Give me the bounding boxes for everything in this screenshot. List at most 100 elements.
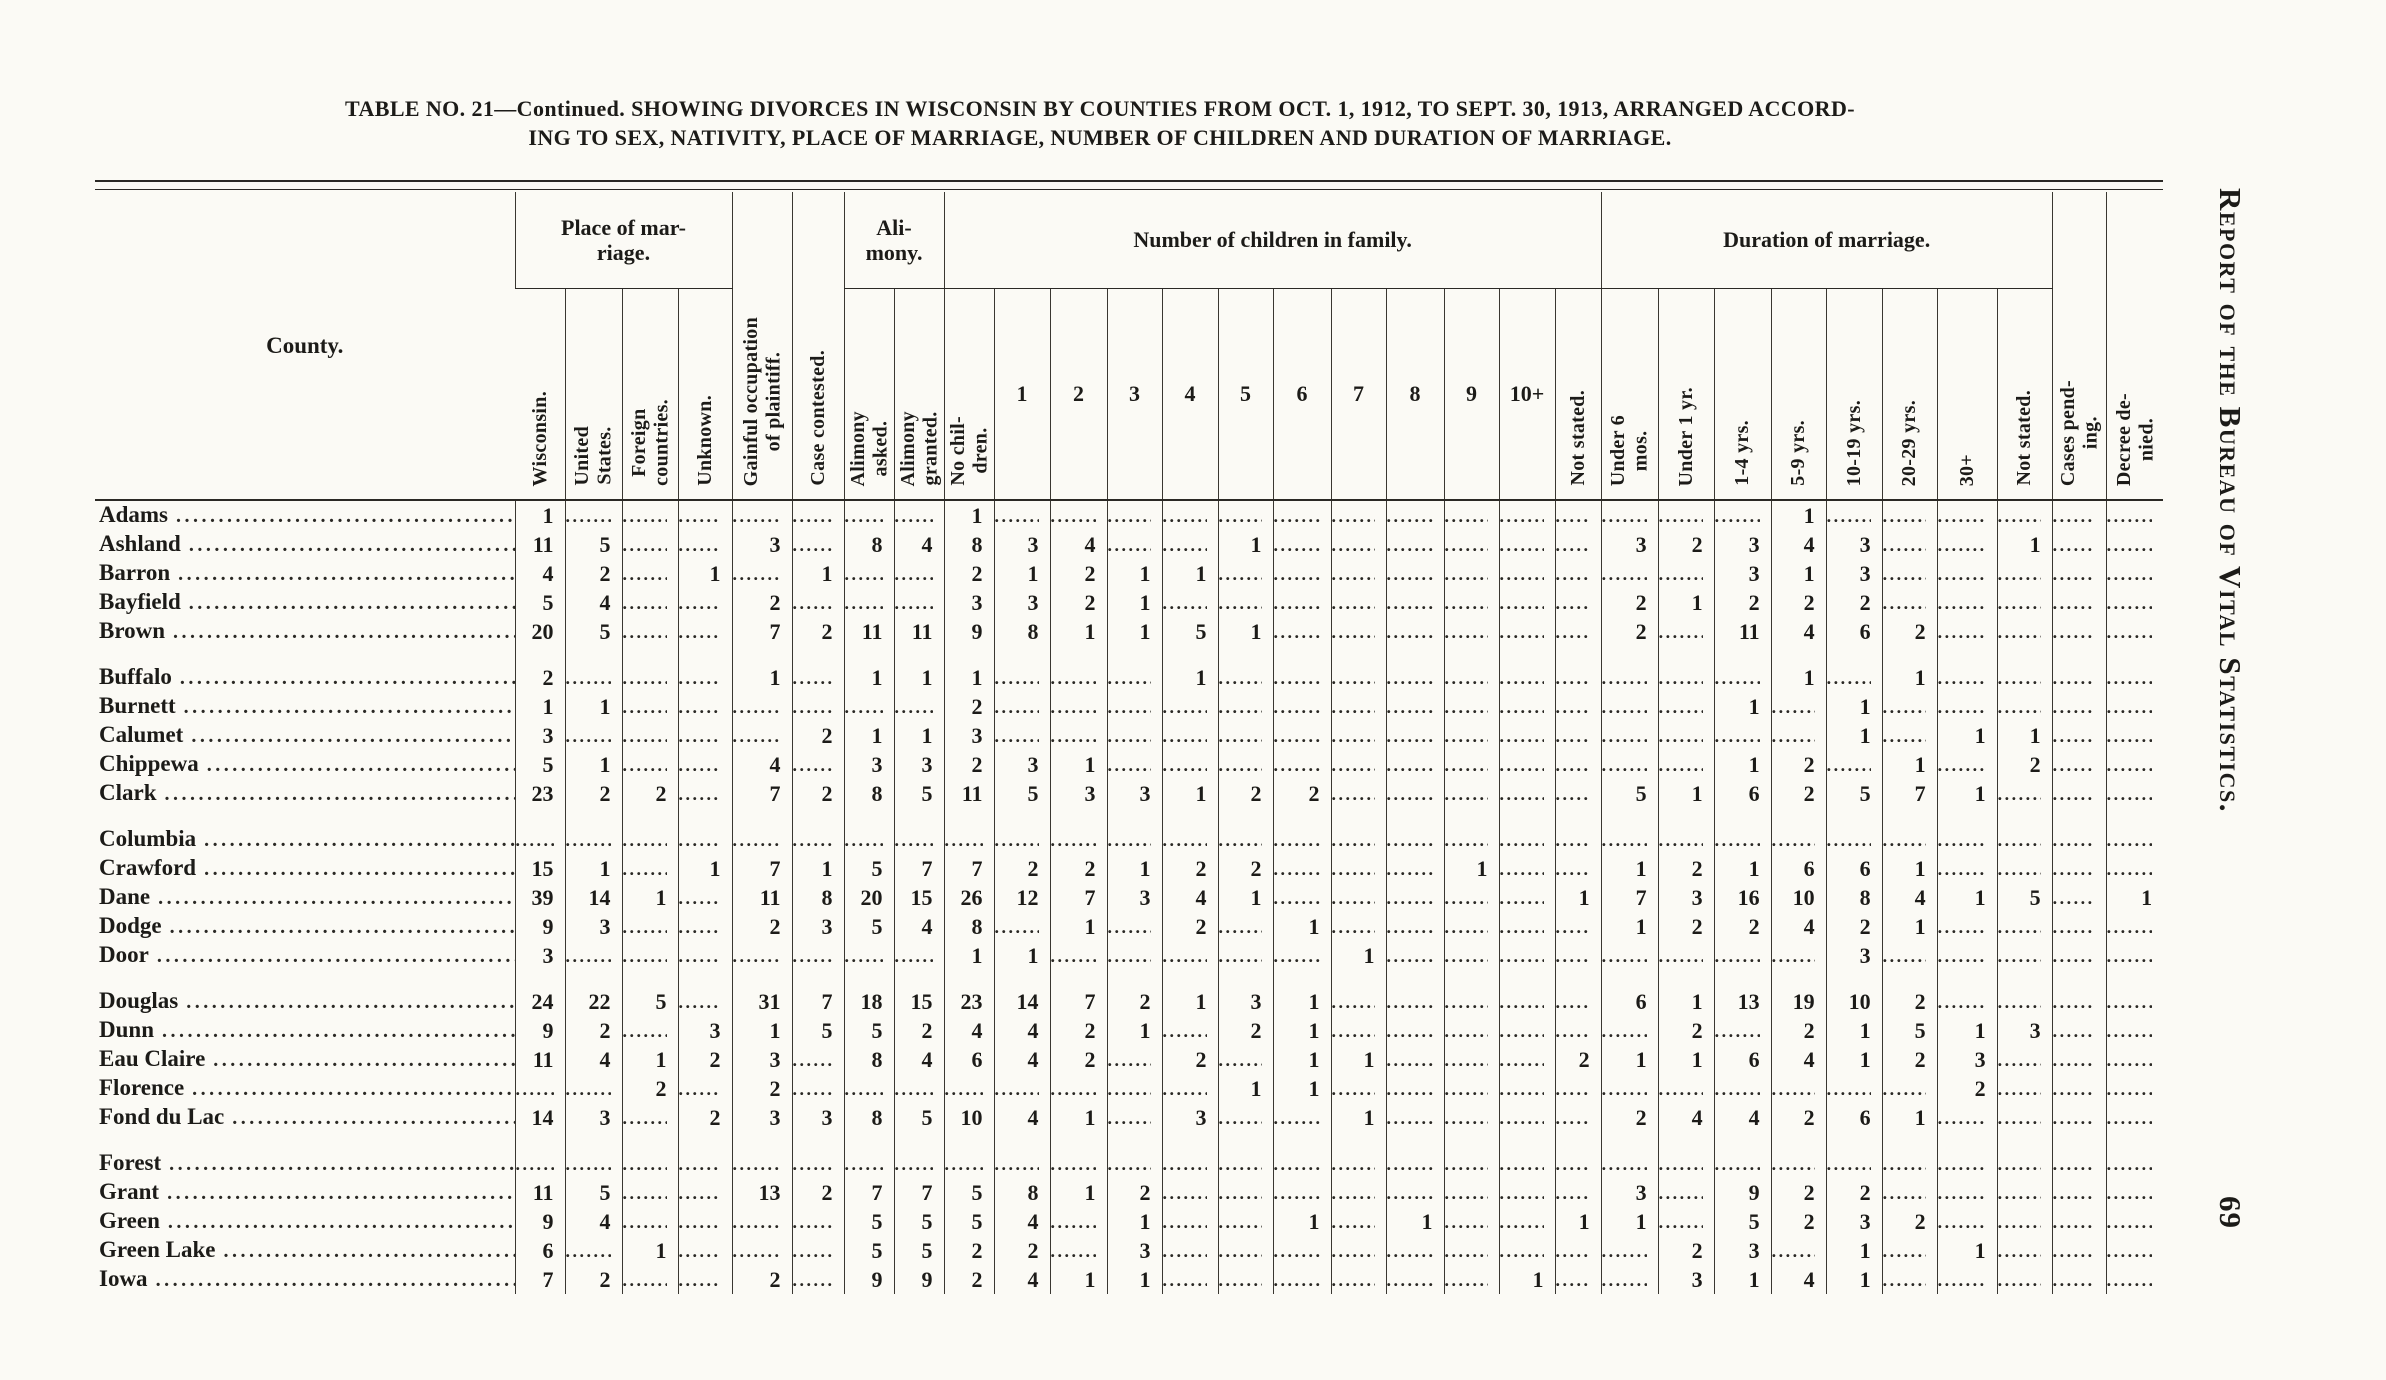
- value-cell-y10_19: [1825, 1132, 1883, 1178]
- value-cell-gainful: [731, 808, 793, 854]
- county-name: Door: [99, 942, 149, 967]
- empty-cell-dots: [1772, 692, 1815, 721]
- value-cell-c1: 4: [993, 1103, 1051, 1132]
- empty-cell-dots: [566, 825, 611, 854]
- table-row: Crawford151171577221221121661: [95, 854, 2164, 883]
- table-row: Fond du Lac14323385104131244261: [95, 1103, 2164, 1132]
- value-cell-y20_29: 2: [1881, 617, 1938, 646]
- empty-cell-dots: [679, 750, 721, 779]
- value-cell-dur_ns: [1996, 500, 2053, 530]
- value-cell-contested: [791, 808, 845, 854]
- value-cell-alim_granted: [893, 941, 945, 970]
- empty-cell-dots: [1556, 912, 1590, 941]
- value-cell-c3: [1106, 530, 1163, 559]
- empty-cell-dots: [733, 1207, 781, 1236]
- value-cell-ch_none: 2: [943, 1236, 995, 1265]
- value-cell-c5: [1217, 500, 1274, 530]
- value-cell-unknown: [677, 692, 733, 721]
- dotted-leader: [184, 692, 515, 721]
- value-cell-ch_none: 2: [943, 750, 995, 779]
- empty-cell-dots: [1163, 501, 1207, 530]
- value-cell-gainful: [731, 500, 793, 530]
- value-cell-contested: 3: [791, 912, 845, 941]
- value-cell-c5: [1217, 941, 1274, 970]
- county-name-cell: Forest: [95, 1132, 515, 1178]
- value-cell-c7: [1330, 617, 1387, 646]
- value-cell-c7: 1: [1330, 941, 1387, 970]
- value-cell-c2: 1: [1049, 1103, 1108, 1132]
- value-cell-alim_granted: 3: [893, 750, 945, 779]
- col-header-united-states: United States.: [564, 288, 622, 500]
- col-header-duration-not-stated: Not stated.: [1996, 288, 2053, 500]
- value-cell-contested: 3: [791, 1103, 845, 1132]
- value-cell-alim_granted: 1: [893, 646, 945, 692]
- empty-cell-dots: [1556, 941, 1590, 970]
- value-cell-c6: [1272, 1132, 1332, 1178]
- value-cell-ch_none: [943, 808, 995, 854]
- empty-cell-dots: [1938, 1149, 1986, 1178]
- empty-cell-dots: [2053, 1178, 2095, 1207]
- value-cell-c1: [993, 646, 1051, 692]
- empty-cell-dots: [1332, 692, 1375, 721]
- empty-cell-dots: [1602, 825, 1647, 854]
- value-cell-u6: [1600, 1236, 1659, 1265]
- value-cell-c1: 4: [993, 1207, 1051, 1236]
- empty-cell-dots: [1108, 530, 1151, 559]
- empty-cell-dots: [2107, 987, 2152, 1016]
- empty-cell-dots: [623, 588, 667, 617]
- value-cell-denied: [2105, 1236, 2164, 1265]
- empty-cell-dots: [793, 1074, 833, 1103]
- value-cell-y5_9: [1770, 1132, 1827, 1178]
- value-cell-c5: [1217, 692, 1274, 721]
- empty-cell-dots: [1772, 721, 1815, 750]
- value-cell-y10_19: [1825, 646, 1883, 692]
- empty-cell-dots: [1163, 1265, 1207, 1294]
- empty-cell-dots: [1219, 825, 1262, 854]
- value-cell-wis: 7: [514, 1265, 565, 1294]
- empty-cell-dots: [1219, 588, 1262, 617]
- empty-cell-dots: [1602, 1149, 1647, 1178]
- value-cell-denied: [2105, 692, 2164, 721]
- value-cell-y5_9: [1770, 1074, 1827, 1103]
- empty-cell-dots: [1387, 1178, 1433, 1207]
- value-cell-c8: [1385, 617, 1445, 646]
- empty-cell-dots: [2107, 1207, 2152, 1236]
- value-cell-u6: 5: [1600, 779, 1659, 808]
- value-cell-c8: 1: [1385, 1207, 1445, 1236]
- value-cell-c5: [1217, 646, 1274, 692]
- empty-cell-dots: [1387, 617, 1433, 646]
- empty-cell-dots: [1500, 588, 1544, 617]
- double-rule: [95, 180, 2163, 190]
- empty-cell-dots: [2107, 941, 2152, 970]
- value-cell-c5: [1217, 1236, 1274, 1265]
- empty-cell-dots: [679, 588, 721, 617]
- value-cell-ch_ns: [1554, 617, 1602, 646]
- empty-cell-dots: [793, 1236, 833, 1265]
- empty-cell-dots: [2053, 530, 2095, 559]
- empty-cell-dots: [2107, 1103, 2152, 1132]
- value-cell-c3: 3: [1106, 779, 1163, 808]
- value-cell-y5_9: 2: [1770, 1207, 1827, 1236]
- value-cell-c4: 1: [1161, 970, 1219, 1016]
- value-cell-y10_19: 3: [1825, 530, 1883, 559]
- empty-cell-dots: [1445, 617, 1488, 646]
- value-cell-ch_none: 3: [943, 721, 995, 750]
- table-row: Douglas242253171815231472131611319102: [95, 970, 2164, 1016]
- value-cell-y1_4: 4: [1713, 1103, 1772, 1132]
- value-cell-gainful: 2: [731, 1265, 793, 1294]
- value-cell-contested: [791, 1045, 845, 1074]
- empty-cell-dots: [679, 883, 721, 912]
- empty-cell-dots: [945, 1149, 983, 1178]
- empty-cell-dots: [1108, 912, 1151, 941]
- value-cell-c2: [1049, 1132, 1108, 1178]
- empty-cell-dots: [733, 941, 781, 970]
- empty-cell-dots: [1051, 825, 1096, 854]
- empty-cell-dots: [1500, 1045, 1544, 1074]
- empty-cell-dots: [1219, 1265, 1262, 1294]
- value-cell-y10_19: 1: [1825, 692, 1883, 721]
- empty-cell-dots: [995, 663, 1039, 692]
- value-cell-foreign: [621, 1016, 678, 1045]
- empty-cell-dots: [2107, 1016, 2152, 1045]
- value-cell-c10: 1: [1498, 1265, 1556, 1294]
- empty-cell-dots: [2053, 588, 2095, 617]
